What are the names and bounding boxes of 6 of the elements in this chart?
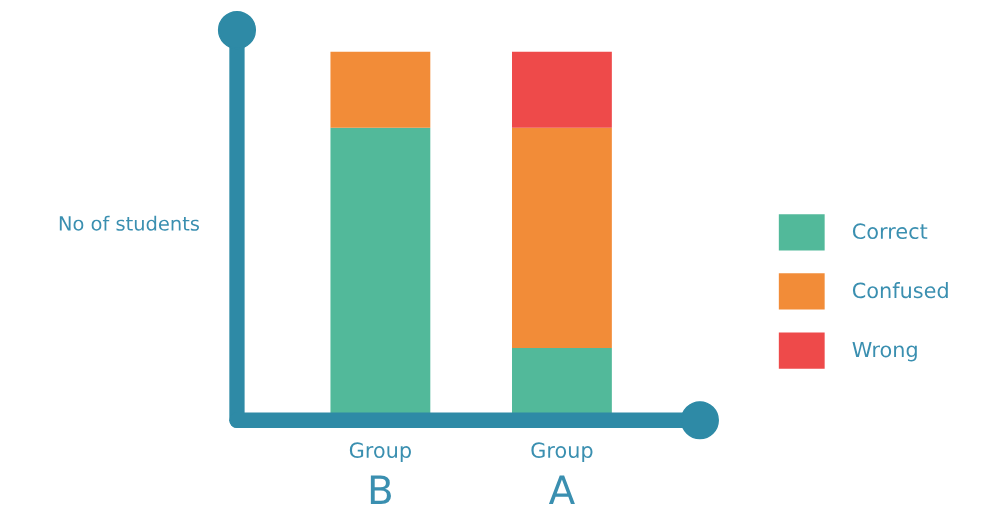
legend-label: Confused [852, 282, 948, 299]
legend-label: Wrong [852, 341, 917, 362]
legend-label: Correct [852, 223, 928, 240]
y-axis-title: No of students [59, 215, 199, 231]
x-tick-label: Group B [349, 442, 411, 504]
x-tick-label: Group A [531, 442, 593, 504]
